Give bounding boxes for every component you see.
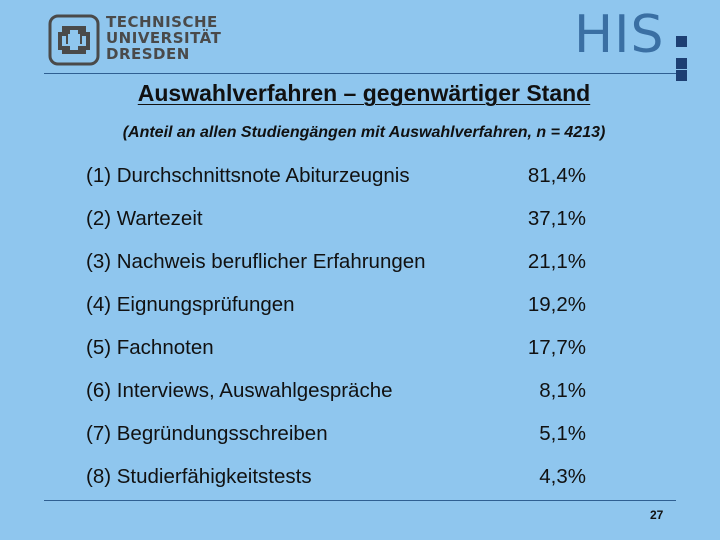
method-label: (4) Eignungsprüfungen bbox=[86, 293, 295, 316]
tud-wordmark-line-2: UNIVERSITÄT bbox=[106, 29, 222, 47]
list-item: (6) Interviews, Auswahlgespräche 8,1% bbox=[86, 379, 606, 422]
methods-list: (1) Durchschnittsnote Abiturzeugnis 81,4… bbox=[86, 164, 606, 508]
method-share: 17,7% bbox=[527, 336, 586, 359]
method-share: 19,2% bbox=[527, 293, 586, 316]
list-item: (3) Nachweis beruflicher Erfahrungen 21,… bbox=[86, 250, 606, 293]
list-item: (1) Durchschnittsnote Abiturzeugnis 81,4… bbox=[86, 164, 606, 207]
method-share: 5,1% bbox=[539, 422, 586, 445]
his-colon-icon bbox=[676, 36, 690, 82]
page-number: 27 bbox=[650, 508, 664, 522]
header-divider bbox=[44, 73, 676, 74]
tud-wordmark: TECHNISCHE UNIVERSITÄT DRESDEN bbox=[106, 14, 221, 62]
tud-wordmark-line-1: TECHNISCHE bbox=[106, 13, 218, 31]
list-item: (7) Begründungsschreiben 5,1% bbox=[86, 422, 606, 465]
list-item: (8) Studierfähigkeitstests 4,3% bbox=[86, 465, 606, 508]
slide-subtitle: (Anteil an allen Studiengängen mit Auswa… bbox=[122, 124, 606, 141]
list-item: (4) Eignungsprüfungen 19,2% bbox=[86, 293, 606, 336]
method-share: 37,1% bbox=[527, 207, 586, 230]
slide-title: Auswahlverfahren – gegenwärtiger Stand bbox=[0, 80, 720, 107]
method-label: (8) Studierfähigkeitstests bbox=[86, 465, 312, 488]
method-share: 4,3% bbox=[539, 465, 586, 488]
method-label: (7) Begründungsschreiben bbox=[86, 422, 328, 445]
tud-wordmark-line-3: DRESDEN bbox=[106, 45, 190, 63]
method-label: (2) Wartezeit bbox=[86, 207, 203, 230]
his-logo: HIS bbox=[574, 5, 665, 65]
his-dot-top bbox=[676, 36, 687, 47]
his-dot-bottom bbox=[676, 70, 687, 81]
list-item: (5) Fachnoten 17,7% bbox=[86, 336, 606, 379]
method-share: 21,1% bbox=[527, 250, 586, 273]
method-label: (3) Nachweis beruflicher Erfahrungen bbox=[86, 250, 426, 273]
method-share: 8,1% bbox=[539, 379, 586, 402]
method-share: 81,4% bbox=[527, 164, 586, 187]
footer-divider bbox=[44, 500, 676, 501]
method-label: (1) Durchschnittsnote Abiturzeugnis bbox=[86, 164, 410, 187]
slide-title-text: Auswahlverfahren – gegenwärtiger Stand bbox=[137, 80, 591, 106]
tud-logo-icon bbox=[48, 14, 100, 66]
method-label: (6) Interviews, Auswahlgespräche bbox=[86, 379, 393, 402]
his-dot-middle bbox=[676, 58, 687, 69]
method-label: (5) Fachnoten bbox=[86, 336, 214, 359]
list-item: (2) Wartezeit 37,1% bbox=[86, 207, 606, 250]
